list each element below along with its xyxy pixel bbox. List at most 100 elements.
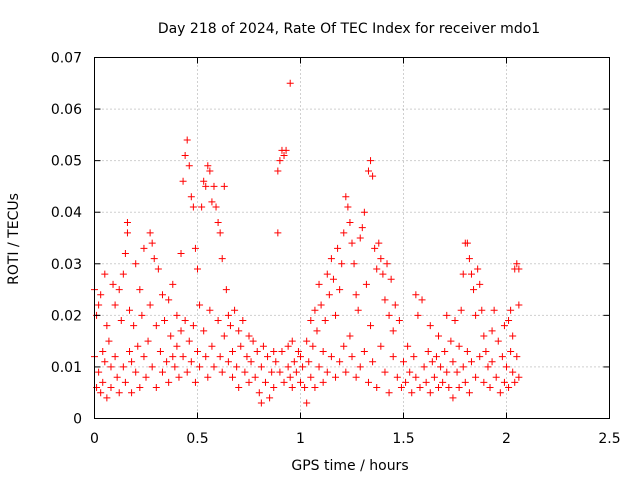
- data-point-marker: [447, 337, 455, 345]
- x-tick-label: 0.5: [186, 431, 208, 447]
- data-point-marker: [319, 347, 327, 355]
- data-point-marker: [185, 337, 193, 345]
- data-point-marker: [286, 79, 294, 87]
- data-point-marker: [235, 384, 243, 392]
- x-tick-label: 1: [296, 431, 305, 447]
- data-point-marker: [245, 378, 253, 386]
- data-point-marker: [194, 347, 201, 355]
- data-point-marker: [235, 327, 243, 335]
- data-point-marker: [470, 286, 478, 294]
- data-point-marker: [206, 167, 214, 175]
- data-point-marker: [245, 332, 253, 340]
- data-point-marker: [463, 347, 471, 355]
- data-point-marker: [367, 157, 375, 165]
- data-point-marker: [210, 363, 218, 371]
- data-point-marker: [107, 384, 115, 392]
- data-point-marker: [214, 317, 222, 325]
- data-point-marker: [111, 353, 119, 361]
- data-point-marker: [430, 373, 438, 381]
- data-point-marker: [459, 363, 467, 371]
- data-point-marker: [257, 363, 265, 371]
- data-point-marker: [340, 342, 348, 350]
- data-point-marker: [191, 378, 199, 386]
- y-tick-label: 0.01: [51, 360, 82, 376]
- data-point-marker: [243, 353, 251, 361]
- data-point-marker: [480, 378, 488, 386]
- data-point-marker: [163, 358, 171, 366]
- data-point-marker: [179, 177, 187, 185]
- data-point-marker: [189, 203, 197, 211]
- data-point-marker: [284, 363, 292, 371]
- data-point-marker: [476, 280, 484, 288]
- data-point-marker: [194, 265, 201, 273]
- data-point-marker: [183, 368, 191, 376]
- data-point-marker: [472, 311, 480, 319]
- data-point-marker: [101, 358, 109, 366]
- data-point-marker: [424, 347, 432, 355]
- data-point-marker: [500, 378, 508, 386]
- data-point-marker: [297, 353, 304, 361]
- data-point-marker: [416, 384, 424, 392]
- data-point-marker: [198, 203, 206, 211]
- data-point-marker: [288, 337, 296, 345]
- data-point-marker: [486, 384, 494, 392]
- data-point-marker: [437, 363, 445, 371]
- x-tick-label: 1.5: [392, 431, 414, 447]
- data-point-marker: [218, 255, 226, 263]
- data-point-marker: [305, 358, 313, 366]
- data-point-marker: [264, 353, 272, 361]
- data-point-marker: [224, 311, 232, 319]
- data-point-marker: [435, 332, 443, 340]
- data-point-marker: [342, 368, 350, 376]
- data-point-marker: [327, 255, 335, 263]
- data-point-marker: [181, 151, 189, 159]
- data-point-marker: [346, 219, 354, 227]
- data-point-marker: [117, 317, 125, 325]
- data-point-marker: [381, 296, 389, 304]
- data-point-marker: [196, 363, 204, 371]
- data-point-marker: [342, 193, 350, 201]
- data-point-marker: [280, 378, 288, 386]
- data-point-marker: [457, 306, 465, 314]
- data-point-marker: [284, 342, 292, 350]
- data-point-marker: [278, 347, 286, 355]
- data-point-marker: [422, 378, 430, 386]
- data-point-marker: [140, 353, 148, 361]
- data-point-marker: [472, 373, 480, 381]
- data-point-marker: [325, 291, 333, 299]
- data-point-marker: [146, 229, 154, 237]
- data-point-marker: [408, 389, 416, 397]
- data-point-marker: [492, 373, 500, 381]
- data-point-marker: [360, 347, 368, 355]
- data-point-marker: [167, 332, 175, 340]
- data-point-marker: [144, 337, 152, 345]
- data-point-marker: [482, 347, 490, 355]
- axis-ticks: 0 0.5 1 1.5 2 2.5 0 0.01 0.02 0.03 0.04 0.05 0.06 0.0…: [51, 51, 621, 448]
- data-point-marker: [128, 389, 136, 397]
- data-point-marker: [270, 347, 278, 355]
- data-point-marker: [224, 358, 232, 366]
- data-point-marker: [214, 219, 222, 227]
- data-point-marker: [171, 363, 179, 371]
- data-point-marker: [467, 358, 475, 366]
- data-point-marker: [140, 244, 148, 252]
- data-point-marker: [321, 317, 329, 325]
- data-point-marker: [344, 203, 352, 211]
- data-point-marker: [507, 347, 515, 355]
- data-point-marker: [181, 317, 189, 325]
- data-point-marker: [426, 389, 434, 397]
- data-point-marker: [276, 157, 284, 165]
- data-point-marker: [216, 353, 224, 361]
- data-point-marker: [95, 368, 103, 376]
- data-point-marker: [332, 373, 340, 381]
- data-point-marker: [465, 255, 473, 263]
- data-point-marker: [323, 270, 331, 278]
- data-point-marker: [420, 363, 428, 371]
- data-point-marker: [498, 353, 506, 361]
- data-point-marker: [350, 260, 358, 268]
- data-point-marker: [165, 378, 173, 386]
- data-point-marker: [115, 286, 123, 294]
- data-point-marker: [158, 291, 166, 299]
- data-point-marker: [348, 353, 356, 361]
- data-point-marker: [395, 317, 403, 325]
